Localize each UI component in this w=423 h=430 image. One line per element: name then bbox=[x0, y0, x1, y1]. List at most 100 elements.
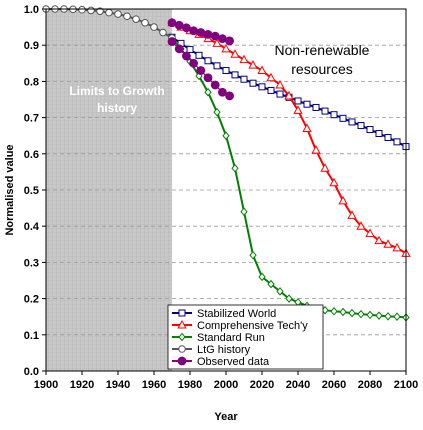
series-1-point-14 bbox=[293, 105, 303, 114]
legend-label-3: LtG history bbox=[197, 344, 251, 356]
legend-box bbox=[167, 304, 324, 370]
series-1-point-18 bbox=[329, 177, 339, 187]
series-1-point-13 bbox=[284, 90, 294, 100]
series-0-point-4 bbox=[204, 57, 212, 65]
series-0-point-19 bbox=[339, 114, 347, 122]
series-1-point-17 bbox=[320, 163, 330, 172]
series-0-point-6 bbox=[222, 67, 230, 75]
series-0-point-23 bbox=[375, 130, 383, 138]
series-1-point-23 bbox=[374, 235, 384, 245]
legend-swatch-marker-2 bbox=[178, 332, 186, 342]
series-4 bbox=[167, 18, 235, 46]
series-0-point-16 bbox=[312, 103, 320, 111]
series-1-point-9 bbox=[248, 60, 258, 69]
legend-swatch-marker-1 bbox=[177, 319, 187, 329]
series-1-point-10 bbox=[257, 65, 267, 75]
shaded-label-line-2: history bbox=[97, 101, 137, 115]
series-4-point-0 bbox=[167, 18, 177, 28]
series-5-point-8 bbox=[225, 91, 235, 101]
y-tick-label-3: 0.3 bbox=[24, 257, 39, 269]
series-1-point-7 bbox=[230, 49, 240, 58]
y-tick-label-0: 0.0 bbox=[24, 366, 39, 378]
series-5-point-1 bbox=[174, 44, 184, 54]
y-tick-label-10: 1.0 bbox=[24, 4, 39, 16]
x-tick-label-8: 2060 bbox=[322, 379, 346, 391]
series-1-point-16 bbox=[311, 145, 321, 154]
series-2-point-4 bbox=[204, 87, 212, 97]
series-0-point-5 bbox=[213, 62, 221, 70]
series-3-point-6 bbox=[96, 7, 104, 15]
legend-swatch-marker-3 bbox=[178, 345, 186, 353]
series-1-point-12 bbox=[275, 79, 285, 89]
shaded-label-line-1: Limits to Growth bbox=[69, 84, 164, 98]
series-1-point-19 bbox=[338, 195, 348, 205]
series-0-point-21 bbox=[357, 122, 365, 130]
series-5-point-0 bbox=[167, 37, 177, 46]
series-5-point-7 bbox=[217, 87, 227, 97]
series-0-point-24 bbox=[384, 134, 392, 142]
series-2-point-24 bbox=[384, 312, 392, 321]
series-3-point-9 bbox=[123, 12, 131, 21]
series-2-point-20 bbox=[348, 308, 356, 318]
legend-label-4: Observed data bbox=[197, 356, 270, 368]
series-1-point-24 bbox=[383, 239, 393, 248]
legend-entry-2: Standard Run bbox=[172, 332, 265, 344]
series-0-point-9 bbox=[249, 79, 257, 87]
series-2-point-10 bbox=[258, 272, 266, 282]
series-0-point-12 bbox=[276, 90, 284, 98]
legend-swatch-marker-0 bbox=[178, 309, 186, 317]
series-4-point-7 bbox=[217, 34, 227, 44]
series-2-point-11 bbox=[267, 279, 275, 289]
legend-label-0: Stabilized World bbox=[197, 308, 276, 320]
series-0-point-8 bbox=[240, 75, 248, 83]
series-2-point-25 bbox=[393, 312, 401, 321]
series-4-point-4 bbox=[196, 28, 206, 37]
series-5-point-4 bbox=[196, 66, 206, 75]
series-5-point-3 bbox=[189, 58, 199, 68]
series-3-point-12 bbox=[150, 23, 158, 31]
series-0-point-20 bbox=[348, 118, 356, 126]
legend-label-2: Standard Run bbox=[197, 332, 265, 344]
series-4-point-8 bbox=[225, 36, 235, 46]
legend-label-1: Comprehensive Tech'y bbox=[197, 320, 308, 332]
x-tick-label-3: 1960 bbox=[142, 379, 166, 391]
y-axis-label: Normalised value bbox=[4, 144, 16, 235]
series-2-point-23 bbox=[375, 311, 383, 320]
series-layer bbox=[42, 5, 411, 322]
series-3-point-10 bbox=[132, 15, 140, 23]
series-5 bbox=[167, 37, 235, 101]
series-1-point-20 bbox=[347, 210, 357, 219]
gridlines bbox=[46, 44, 406, 336]
x-tick-label-6: 2020 bbox=[250, 379, 274, 391]
x-tick-label-7: 2040 bbox=[286, 379, 310, 391]
series-2-point-21 bbox=[357, 309, 365, 319]
series-3-point-8 bbox=[114, 10, 122, 18]
series-1-point-5 bbox=[212, 38, 222, 47]
x-tick-label-10: 2100 bbox=[394, 379, 418, 391]
y-tick-label-1: 0.1 bbox=[24, 330, 39, 342]
series-0-point-14 bbox=[294, 97, 302, 105]
series-1-point-22 bbox=[365, 228, 375, 237]
series-4-point-3 bbox=[189, 26, 199, 36]
series-2-point-18 bbox=[330, 307, 338, 316]
series-3-point-7 bbox=[105, 8, 113, 17]
series-5-point-6 bbox=[210, 80, 220, 90]
y-tick-label-7: 0.7 bbox=[24, 113, 39, 125]
series-2-point-5 bbox=[213, 107, 221, 117]
series-0-point-15 bbox=[303, 100, 311, 108]
x-tick-label-2: 1940 bbox=[106, 379, 130, 391]
series-4-point-5 bbox=[203, 29, 213, 39]
series-1-point-21 bbox=[356, 221, 366, 230]
series-5-point-2 bbox=[181, 51, 191, 61]
legend-entry-1: Comprehensive Tech'y bbox=[172, 319, 308, 332]
annotation-line-2: resources bbox=[291, 61, 352, 77]
series-0-point-18 bbox=[330, 111, 338, 119]
series-1-point-15 bbox=[302, 123, 312, 132]
legend-entry-4: Observed data bbox=[172, 356, 270, 368]
series-1-point-6 bbox=[221, 43, 231, 53]
series-0-point-2 bbox=[186, 46, 194, 54]
x-axis-ticks: 1900 1920 1940 1960 1980 2000 2020 2040 2060 2080… bbox=[34, 371, 418, 391]
series-0-point-17 bbox=[321, 107, 329, 115]
